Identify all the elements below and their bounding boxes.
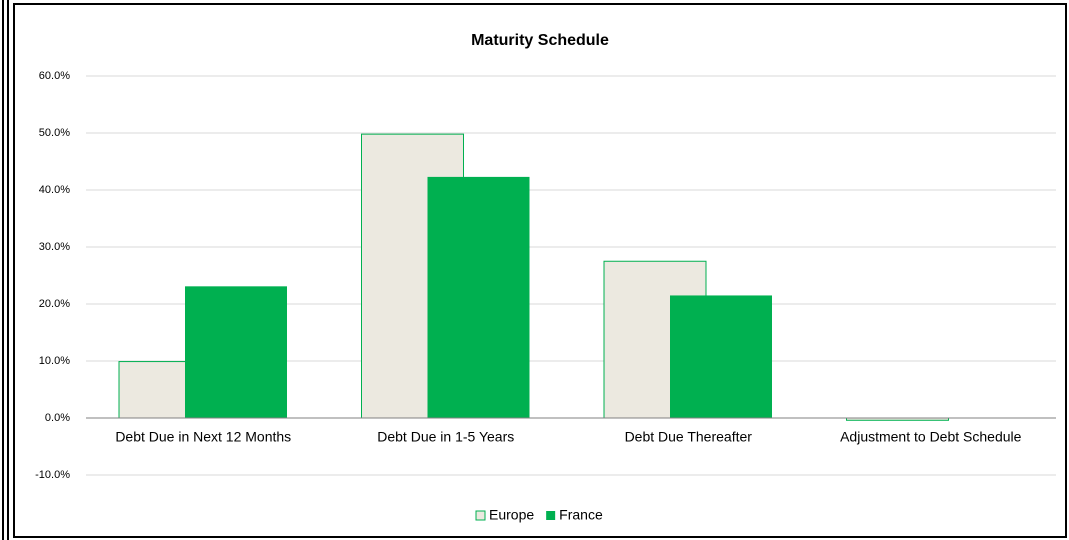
bar: [427, 176, 530, 418]
chart-title: Maturity Schedule: [471, 32, 609, 49]
legend-label: France: [559, 507, 603, 523]
y-tick-label: 10.0%: [39, 355, 70, 367]
legend-label: Europe: [489, 507, 534, 523]
x-tick-label: Debt Due Thereafter: [625, 429, 753, 445]
legend-swatch: [475, 510, 486, 521]
y-tick-label: 60.0%: [39, 70, 70, 82]
x-tick-label: Debt Due in Next 12 Months: [115, 429, 291, 445]
y-tick-label: -10.0%: [35, 469, 70, 481]
y-tick-label: 40.0%: [39, 184, 70, 196]
bar: [670, 295, 772, 418]
x-tick-label: Debt Due in 1-5 Years: [377, 429, 514, 445]
y-tick-label: 50.0%: [39, 127, 70, 139]
x-tick-label: Adjustment to Debt Schedule: [840, 429, 1022, 445]
chart-frame: [13, 3, 1067, 538]
y-tick-label: 0.0%: [45, 412, 70, 424]
y-tick-label: 30.0%: [39, 241, 70, 253]
legend-swatch: [546, 511, 556, 520]
y-tick-label: 20.0%: [39, 298, 70, 310]
bar: [185, 286, 287, 418]
